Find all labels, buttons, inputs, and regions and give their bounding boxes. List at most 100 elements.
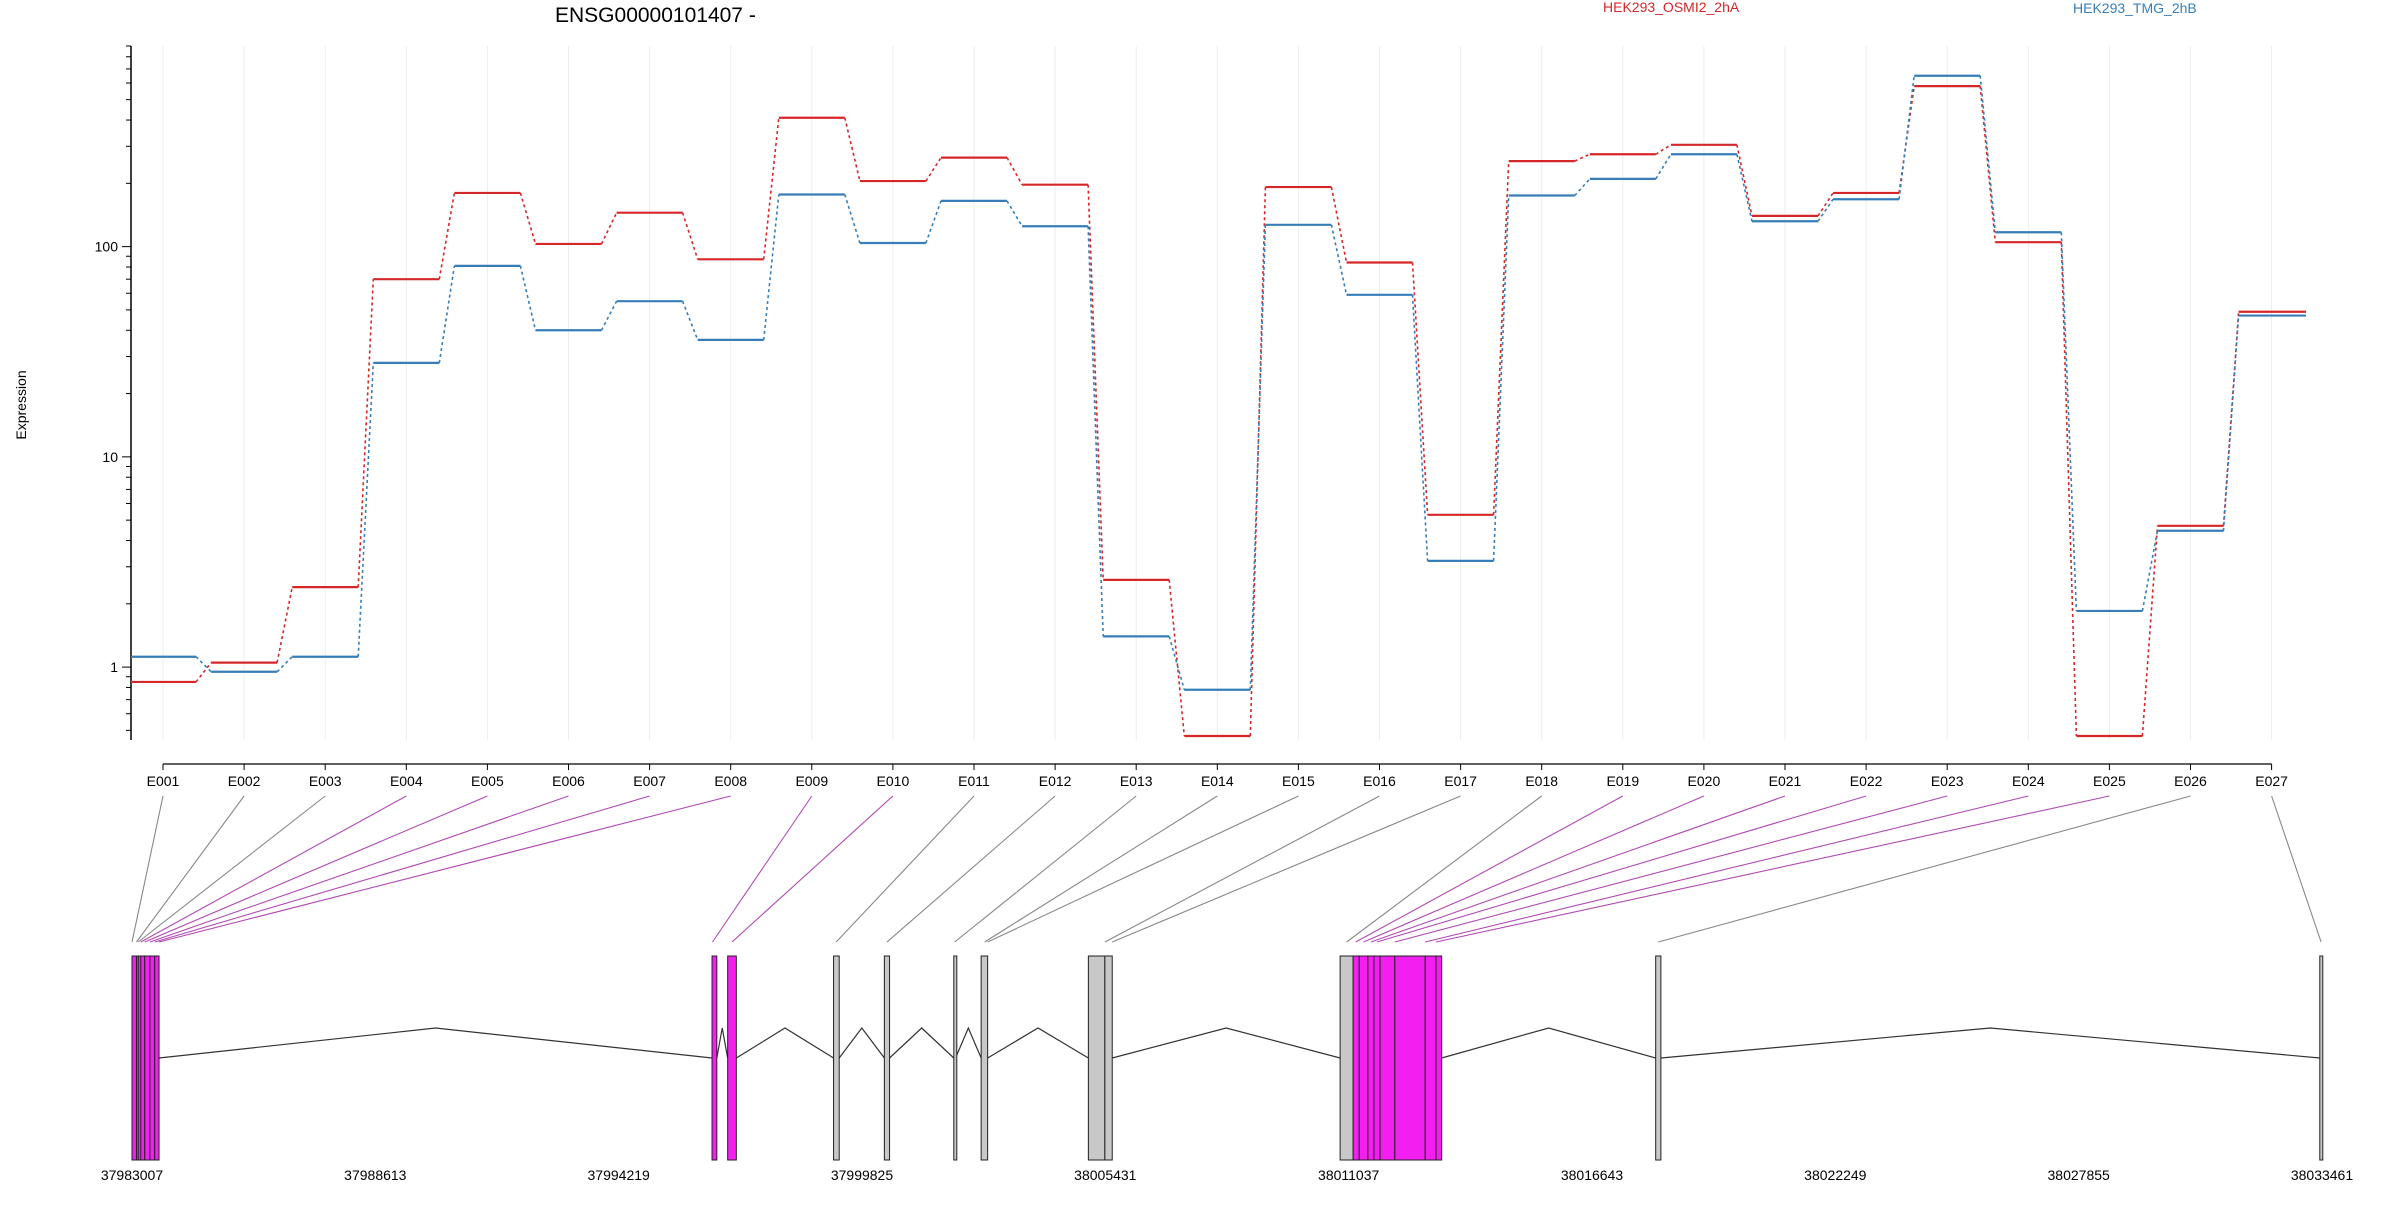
series-connector xyxy=(357,279,375,588)
x-tick-label: E015 xyxy=(1282,773,1315,789)
series-connector xyxy=(1006,200,1023,227)
x-tick-label: E004 xyxy=(390,773,423,789)
intron-line xyxy=(889,1027,955,1059)
series-connector xyxy=(1168,636,1186,690)
intron-line xyxy=(1660,1027,2320,1059)
series-connector xyxy=(762,194,780,340)
x-tick-label: E023 xyxy=(1931,773,1964,789)
exon-link-line xyxy=(158,795,731,943)
x-tick-label: E002 xyxy=(228,773,261,789)
series-connector xyxy=(762,117,780,260)
exon-link-line xyxy=(1355,795,1624,943)
series-connector xyxy=(519,265,537,331)
exon-link-line xyxy=(954,795,1137,943)
genomic-coordinate-label: 38022249 xyxy=(1804,1167,1867,1183)
genomic-coordinate-label: 38016643 xyxy=(1561,1167,1624,1183)
series-connector xyxy=(1492,195,1510,561)
exon-link-line xyxy=(140,795,407,943)
exon-block xyxy=(1367,955,1375,1161)
exon-link-line xyxy=(1435,795,2110,943)
x-tick-label: E016 xyxy=(1363,773,1396,789)
series-connector xyxy=(1006,157,1023,186)
exon-link-line xyxy=(149,795,569,943)
exon-block xyxy=(149,955,156,1161)
exon-block xyxy=(833,955,840,1161)
intron-line xyxy=(987,1027,1089,1059)
series-connector xyxy=(276,656,293,673)
intron-line xyxy=(954,1026,982,1059)
x-tick-label: E010 xyxy=(877,773,910,789)
exon-link-line xyxy=(1658,795,2191,943)
genomic-coordinate-label: 37994219 xyxy=(588,1167,651,1183)
x-tick-label: E018 xyxy=(1525,773,1558,789)
x-tick-label: E024 xyxy=(2012,773,2045,789)
exon-link-line xyxy=(1363,795,1705,943)
series-connector xyxy=(195,662,212,683)
exon-link-lines xyxy=(131,795,2322,943)
series-connector xyxy=(681,212,699,260)
chart-title: ENSG00000101407 - xyxy=(555,4,756,27)
series-connector xyxy=(276,587,293,663)
exon-link-line xyxy=(154,795,650,943)
exon-block xyxy=(1352,955,1360,1161)
x-tick-label: E020 xyxy=(1688,773,1721,789)
exon-block xyxy=(140,955,146,1161)
exon-block xyxy=(727,955,737,1161)
intron-line xyxy=(736,1027,834,1059)
exon-link-line xyxy=(984,795,1218,943)
exon-block xyxy=(1655,955,1662,1161)
axes: 1 10 100 E001 E002 E003 E004 E005 E006 E007 E008 E0… xyxy=(95,45,2288,789)
exon-block xyxy=(711,955,718,1161)
exon-block xyxy=(1087,955,1106,1161)
exon-block xyxy=(154,955,160,1161)
series-connector xyxy=(1817,198,1834,222)
legend-entry-tmg: HEK293_TMG_2hB xyxy=(2073,0,2197,16)
series-connector xyxy=(1330,224,1348,295)
series-connector xyxy=(925,157,942,182)
series-connector xyxy=(1736,144,1753,217)
x-tick-label: E013 xyxy=(1120,773,1153,789)
exon-block xyxy=(1435,955,1443,1161)
x-tick-label: E019 xyxy=(1606,773,1639,789)
series-connector xyxy=(600,300,618,331)
legend-entry-osmi2: HEK293_OSMI2_2hA xyxy=(1603,0,1740,15)
series-connector xyxy=(1411,262,1429,515)
x-tick-label: E027 xyxy=(2255,773,2288,789)
exon-block xyxy=(1394,955,1426,1161)
gridlines xyxy=(162,46,2273,740)
genomic-coordinate-label: 38027855 xyxy=(2048,1167,2111,1183)
exon-block xyxy=(144,955,151,1161)
intron-line xyxy=(1112,1027,1341,1059)
series-connector xyxy=(1411,294,1429,561)
genomic-coordinate-label: 37988613 xyxy=(344,1167,407,1183)
series-connector xyxy=(1492,161,1510,515)
x-tick-label: E022 xyxy=(1850,773,1883,789)
exon-link-line xyxy=(835,795,975,943)
x-tick-label: E007 xyxy=(633,773,666,789)
exon-link-line xyxy=(987,795,1299,943)
y-tick-label: 100 xyxy=(95,239,119,255)
exon-link-line xyxy=(1112,795,1461,943)
exon-link-line xyxy=(712,795,813,943)
genomic-coordinate-label: 37999825 xyxy=(831,1167,894,1183)
x-tick-label: E008 xyxy=(714,773,747,789)
series-connector xyxy=(2060,232,2078,611)
series-connector xyxy=(681,300,699,341)
exon-block xyxy=(1104,955,1113,1161)
x-tick-label: E001 xyxy=(147,773,180,789)
series-connector xyxy=(519,192,537,245)
series-connector xyxy=(1249,187,1267,737)
series-connector xyxy=(925,200,942,244)
series-connector xyxy=(1168,579,1186,737)
series-connector xyxy=(1817,192,1834,217)
exon-link-line xyxy=(2271,795,2322,943)
exon-block xyxy=(1339,955,1354,1161)
exon-link-line xyxy=(1425,795,2029,943)
exon-link-line xyxy=(886,795,1056,943)
intron-line xyxy=(716,1027,729,1059)
series-connector xyxy=(1898,75,1915,200)
series-connector xyxy=(2141,530,2159,612)
x-tick-label: E009 xyxy=(795,773,828,789)
series-connector xyxy=(357,362,375,657)
